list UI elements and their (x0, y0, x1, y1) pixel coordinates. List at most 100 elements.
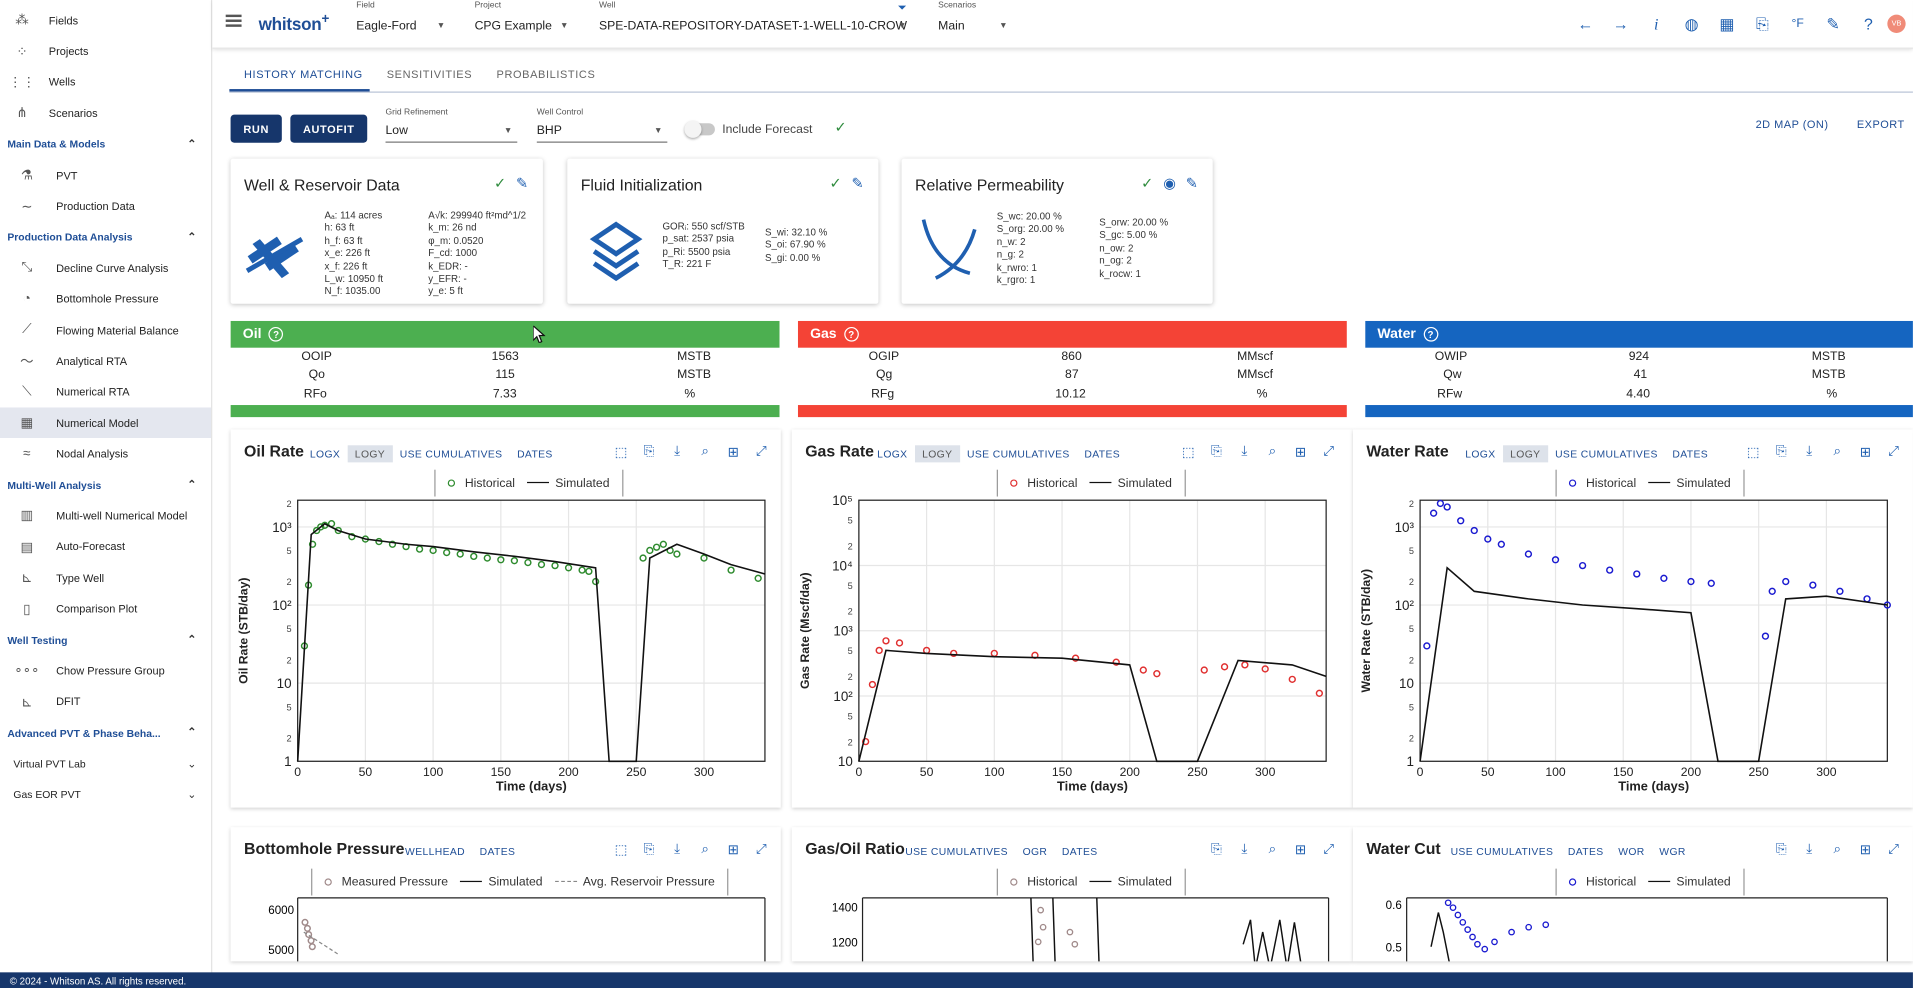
filter-icon[interactable]: ⏷ (897, 1, 907, 14)
lasso-select-icon[interactable]: ⬚ (614, 842, 628, 858)
wellhead-toggle[interactable]: WELLHEAD (405, 845, 466, 858)
help-circle-icon[interactable]: ? (1423, 326, 1438, 342)
2d-map-link[interactable]: 2D MAP (ON) (1755, 118, 1829, 131)
help-icon[interactable]: ? (1864, 14, 1873, 33)
legend-simulated[interactable]: Simulated (460, 875, 543, 889)
sidebar-item-analytical-rta[interactable]: 〜 Analytical RTA (0, 346, 211, 377)
export-file-icon[interactable]: ⎘ (1775, 841, 1787, 856)
download-icon[interactable]: ⤓ (1806, 841, 1813, 856)
run-button[interactable]: RUN (230, 114, 282, 143)
include-forecast-toggle[interactable] (684, 120, 715, 138)
lasso-select-icon[interactable]: ⬚ (614, 444, 628, 460)
tab-sensitivities[interactable]: SENSITIVITIES (386, 68, 473, 81)
edit-icon[interactable]: ✎ (515, 174, 529, 192)
project-select[interactable]: Project CPG Example ▼ (475, 0, 575, 49)
help-circle-icon[interactable]: ? (268, 326, 284, 342)
logx-toggle[interactable]: LOGX (877, 447, 908, 460)
sidebar-item-fields[interactable]: ⁂ Fields (0, 5, 211, 36)
sidebar-item-comparison-plot[interactable]: ▯ Comparison Plot (0, 593, 211, 624)
download-icon[interactable]: ⤓ (1241, 841, 1248, 856)
sidebar-section-well-testing[interactable]: Well Testing ⌃ (0, 624, 211, 655)
ogr-toggle[interactable]: OGR (1022, 845, 1048, 858)
logy-toggle[interactable]: LOGY (914, 445, 960, 463)
legend-historical[interactable]: Historical (1010, 875, 1077, 889)
dates-toggle[interactable]: DATES (1672, 447, 1709, 460)
sidebar-item-projects[interactable]: ⁘ Projects (0, 36, 211, 67)
sidebar-section-pda[interactable]: Production Data Analysis ⌃ (0, 222, 211, 253)
fullscreen-icon[interactable]: ⤢ (1888, 443, 1899, 459)
fullscreen-icon[interactable]: ⤢ (1323, 841, 1334, 856)
legend-avg-reservoir[interactable]: Avg. Reservoir Pressure (554, 875, 715, 889)
legend-historical[interactable]: Historical (1010, 476, 1077, 490)
sidebar-item-dca[interactable]: ⤡ Decline Curve Analysis (0, 253, 211, 284)
field-select[interactable]: Field Eagle-Ford ▼ (356, 0, 449, 49)
zoom-icon[interactable]: ⌕ (701, 841, 709, 856)
zoom-icon[interactable]: ⌕ (1268, 841, 1277, 856)
export-file-icon[interactable]: ⎘ (643, 841, 655, 856)
sidebar-item-nodal[interactable]: ≈ Nodal Analysis (0, 439, 211, 470)
lasso-select-icon[interactable]: ⬚ (1746, 444, 1760, 460)
sidebar-item-numerical-rta[interactable]: ⟍ Numerical RTA (0, 377, 211, 408)
use-cumulatives-toggle[interactable]: USE CUMULATIVES (905, 845, 1008, 858)
export-file-icon[interactable]: ⎘ (1775, 443, 1787, 459)
use-cumulatives-toggle[interactable]: USE CUMULATIVES (967, 447, 1070, 460)
sidebar-item-auto-forecast[interactable]: ▤ Auto-Forecast (0, 531, 211, 562)
logx-toggle[interactable]: LOGX (309, 447, 341, 460)
feedback-icon[interactable]: ✎ (1826, 14, 1840, 33)
export-file-icon[interactable]: ⎘ (643, 443, 655, 459)
legend-simulated[interactable]: Simulated (1089, 875, 1172, 889)
wgr-toggle[interactable]: WGR (1659, 845, 1686, 858)
avatar[interactable]: VB (1887, 14, 1906, 33)
legend-simulated[interactable]: Simulated (1089, 476, 1172, 490)
use-cumulatives-toggle[interactable]: USE CUMULATIVES (1555, 447, 1658, 460)
scenario-select[interactable]: Scenarios Main ▼ (938, 0, 1011, 49)
use-cumulatives-toggle[interactable]: USE CUMULATIVES (399, 447, 503, 460)
dates-toggle[interactable]: DATES (517, 447, 553, 460)
download-icon[interactable]: ⤓ (1241, 443, 1248, 459)
water-cut-chart[interactable]: 0.6 0.5 (1353, 895, 1913, 962)
forward-arrow-icon[interactable]: → (1612, 14, 1629, 33)
eye-icon[interactable]: ◉ (1163, 174, 1177, 192)
well-control-select[interactable]: Well Control BHP ▼ (536, 109, 668, 143)
menu-icon[interactable] (225, 14, 242, 27)
info-icon[interactable]: i (1653, 14, 1659, 33)
sidebar-item-numerical-model[interactable]: ▦ Numerical Model (0, 407, 212, 439)
oil-rate-chart[interactable]: 0 50 100 150 200 250 300 1 2 5 10 2 5 10² 2 5 10³ 2 Time (… (231, 490, 781, 807)
logy-toggle[interactable]: LOGY (347, 445, 393, 463)
tab-probabilistics[interactable]: PROBABILISTICS (496, 68, 596, 81)
legend-historical[interactable]: Historical (1568, 476, 1636, 490)
sidebar-section-main-data[interactable]: Main Data & Models ⌃ (0, 129, 211, 160)
well-select[interactable]: Well SPE-DATA-REPOSITORY-DATASET-1-WELL-1… (599, 0, 916, 49)
reset-axes-icon[interactable]: ⊞ (1859, 842, 1872, 858)
reset-axes-icon[interactable]: ⊞ (1294, 444, 1307, 460)
zoom-icon[interactable]: ⌕ (701, 443, 709, 459)
dates-toggle[interactable]: DATES (1567, 845, 1604, 858)
back-arrow-icon[interactable]: ← (1577, 14, 1594, 33)
grid-refinement-select[interactable]: Grid Refinement Low ▼ (385, 109, 518, 143)
zoom-icon[interactable]: ⌕ (1833, 443, 1842, 459)
dates-toggle[interactable]: DATES (1084, 447, 1121, 460)
sidebar-section-advanced-pvt[interactable]: Advanced PVT & Phase Beha... ⌃ (0, 717, 211, 748)
sidebar-item-scenarios[interactable]: ⋔ Scenarios (0, 98, 211, 129)
globe-icon[interactable]: ◍ (1684, 14, 1699, 33)
sidebar-item-fmb[interactable]: ⟋ Flowing Material Balance (0, 315, 211, 346)
legend-simulated[interactable]: Simulated (1648, 476, 1731, 490)
water-rate-chart[interactable]: 0 50 100 150 200 250 300 1 2 5 10 2 5 10² 2 5 10³ 2 Time (… (1353, 490, 1913, 807)
edit-icon[interactable]: ✎ (1185, 174, 1199, 192)
help-circle-icon[interactable]: ? (843, 326, 859, 342)
reset-axes-icon[interactable]: ⊞ (727, 444, 739, 460)
export-file-icon[interactable]: ⎘ (1210, 841, 1222, 856)
wor-toggle[interactable]: WOR (1618, 845, 1645, 858)
autofit-button[interactable]: AUTOFIT (290, 114, 368, 143)
sidebar-section-gas-eor[interactable]: Gas EOR PVT ⌄ (0, 779, 211, 810)
logy-toggle[interactable]: LOGY (1502, 445, 1548, 463)
sidebar-item-production-data[interactable]: ∼ Production Data (0, 191, 211, 222)
legend-simulated[interactable]: Simulated (527, 476, 610, 490)
legend-measured[interactable]: Measured Pressure (324, 875, 448, 889)
legend-historical[interactable]: Historical (1568, 875, 1636, 889)
logx-toggle[interactable]: LOGX (1465, 447, 1496, 460)
document-download-icon[interactable]: ⎘ (1755, 14, 1769, 33)
sidebar-item-chow[interactable]: ∘∘∘ Chow Pressure Group (0, 655, 211, 686)
gas-rate-chart[interactable]: 0 50 100 150 200 250 300 10 2 5 10² 2 5 10³ 2 5 10⁴ 2 5 10⁵… (792, 490, 1353, 807)
dates-toggle[interactable]: DATES (1061, 845, 1098, 858)
